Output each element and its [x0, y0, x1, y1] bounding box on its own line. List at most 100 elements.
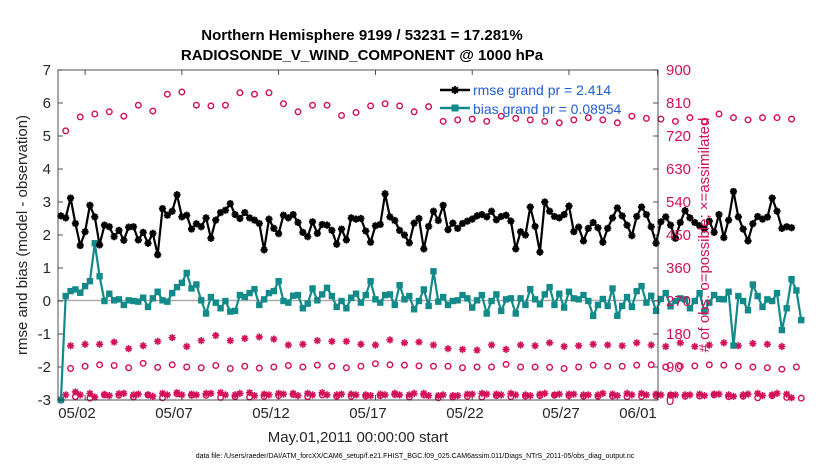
bias-marker: [241, 293, 248, 301]
rmse-marker: [168, 207, 176, 215]
bias-marker: [275, 278, 282, 285]
assimilated-obs-marker: [81, 340, 89, 348]
assimilated-obs-marker: [521, 391, 530, 399]
bias-marker: [362, 291, 369, 299]
chart-title: Northern Hemisphere 9199 / 53231 = 17.28…: [201, 27, 522, 44]
rmse-marker: [154, 251, 162, 259]
assimilated-obs-marker: [400, 339, 409, 347]
assimilated-obs-marker: [168, 334, 176, 342]
rmse-marker: [749, 220, 757, 228]
rmse-marker: [207, 234, 215, 242]
assimilated-obs-marker: [115, 390, 123, 398]
possible-obs-marker: [120, 112, 128, 120]
assimilated-obs-marker: [275, 389, 283, 397]
rmse-marker: [521, 231, 530, 239]
bias-marker: [783, 305, 790, 312]
y-right-tick-label: 720: [666, 128, 691, 145]
bias-marker: [686, 305, 694, 312]
y-right-tick-label: 630: [666, 161, 691, 178]
assimilated-obs-marker: [492, 390, 500, 398]
assimilated-obs-marker: [763, 340, 771, 348]
assimilated-obs-marker: [100, 390, 109, 399]
bias-marker: [773, 289, 781, 297]
assimilated-obs-marker: [231, 391, 239, 399]
assimilated-obs-marker: [260, 390, 268, 398]
bias-marker: [522, 301, 529, 309]
rmse-marker: [657, 218, 665, 226]
assimilated-obs-marker: [541, 389, 549, 397]
rmse-marker: [386, 213, 394, 221]
possible-obs-marker: [589, 361, 597, 369]
assimilated-obs-marker: [158, 389, 167, 397]
assimilated-obs-marker: [246, 389, 254, 397]
rmse-marker: [134, 236, 142, 244]
rmse-marker: [66, 194, 75, 202]
bias-marker: [570, 295, 578, 302]
assimilated-obs-marker: [454, 392, 462, 400]
possible-obs-marker: [294, 108, 302, 116]
assimilated-obs-marker: [570, 390, 578, 398]
bias-marker: [183, 269, 190, 277]
assimilated-obs-marker: [613, 392, 621, 400]
bias-marker: [575, 296, 582, 303]
assimilated-obs-marker: [734, 342, 742, 350]
possible-obs-marker: [309, 101, 317, 109]
rmse-marker: [502, 211, 510, 219]
assimilated-obs-marker: [744, 390, 752, 398]
assimilated-obs-marker: [405, 391, 413, 399]
possible-obs-marker: [575, 363, 583, 371]
bias-marker: [657, 295, 665, 303]
possible-obs-marker: [134, 101, 142, 109]
possible-obs-marker: [212, 362, 220, 370]
rmse-marker: [337, 225, 346, 233]
rmse-marker: [115, 226, 123, 234]
bias-marker: [560, 304, 568, 311]
possible-obs-marker: [686, 114, 694, 122]
rmse-marker: [110, 233, 118, 241]
rmse-marker: [787, 224, 796, 232]
assimilated-obs-marker: [628, 391, 636, 399]
rmse-marker: [763, 213, 771, 221]
bias-marker: [638, 282, 645, 290]
rmse-marker: [410, 219, 418, 227]
rmse-marker: [304, 233, 312, 241]
possible-obs-marker: [284, 362, 292, 370]
rmse-marker: [550, 212, 559, 221]
possible-obs-marker: [473, 363, 481, 371]
assimilated-obs-marker: [110, 338, 118, 346]
possible-obs-marker: [163, 90, 171, 98]
bias-marker: [125, 297, 132, 304]
bias-marker: [256, 301, 263, 309]
bias-marker: [115, 296, 123, 303]
assimilated-obs-marker: [149, 392, 157, 400]
assimilated-obs-marker: [202, 389, 210, 397]
bias-marker: [106, 290, 113, 297]
y-tick-label: -2: [38, 359, 51, 376]
rmse-marker: [575, 223, 583, 231]
rmse-marker: [725, 216, 733, 224]
assimilated-obs-marker: [536, 390, 544, 398]
assimilated-obs-marker: [579, 391, 588, 399]
rmse-marker: [279, 211, 288, 219]
y-right-tick-label: 360: [666, 260, 691, 277]
possible-obs-marker: [429, 362, 437, 370]
bias-marker: [198, 297, 205, 304]
bias-marker: [744, 307, 752, 314]
rmse-marker: [125, 223, 133, 231]
bias-marker: [677, 295, 684, 302]
rmse-marker: [178, 213, 186, 221]
possible-obs-marker: [221, 101, 229, 109]
rmse-marker: [405, 239, 413, 247]
bias-marker: [91, 240, 98, 247]
assimilated-obs-marker: [226, 337, 234, 345]
bias-marker: [793, 287, 800, 294]
assimilated-obs-marker: [507, 389, 515, 397]
bias-marker: [164, 298, 171, 305]
bias-marker: [623, 293, 631, 301]
possible-obs-marker: [444, 362, 452, 370]
bias-marker: [435, 298, 442, 305]
bias-marker: [604, 302, 611, 310]
rmse-marker: [444, 226, 452, 234]
bias-marker: [565, 288, 573, 295]
bias-marker: [67, 287, 74, 295]
